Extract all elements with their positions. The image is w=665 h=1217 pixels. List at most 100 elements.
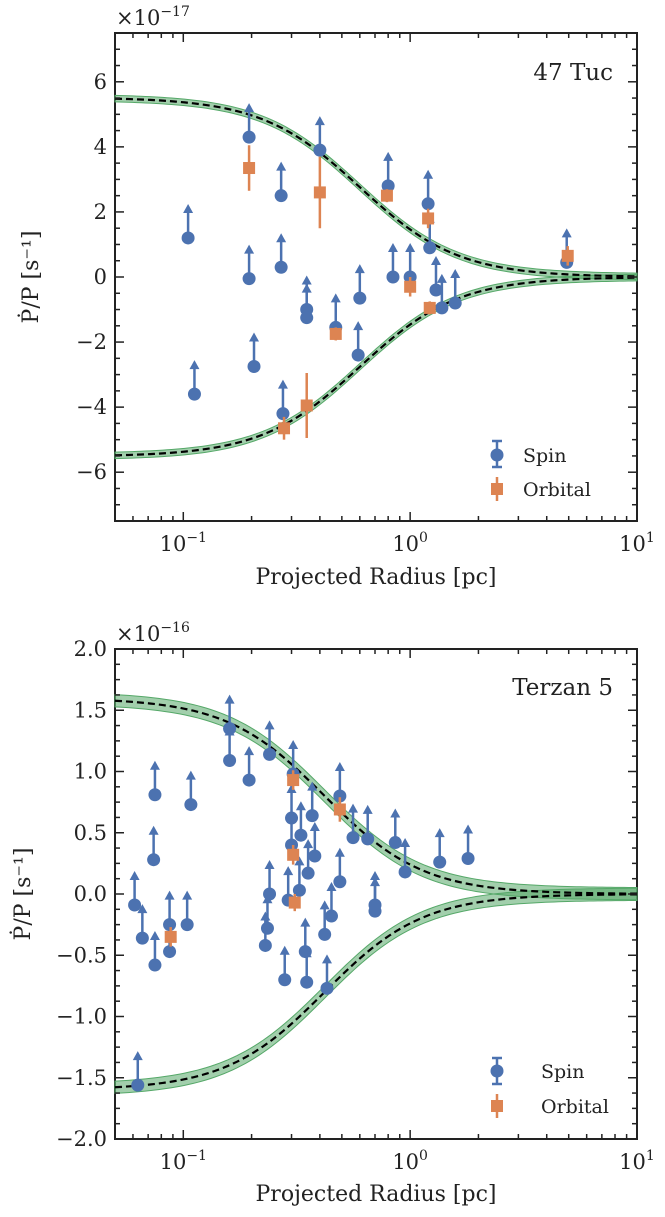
orbital-marker [333,803,346,816]
panel-terzan-5: 10−1 100 101 −2.0 −1.5 −1.0 −0.5 0.0 0.5 1.0 1.5 2… [9,620,655,1207]
spin-arrow-head [277,379,288,389]
spin-marker [448,296,462,310]
spin-marker [187,387,201,401]
model-curve-upper [114,699,638,895]
spin-arrow-head [244,103,255,113]
model-curve-upper [114,97,638,278]
spin-point [278,945,292,987]
y-tick-label: −2 [76,330,107,354]
spin-marker [421,197,435,211]
spin-marker [381,179,395,193]
spin-point [276,379,290,421]
spin-marker [242,773,256,787]
spin-point [353,264,367,305]
x-tick-label: 10−1 [160,1148,207,1174]
orbital-point [380,189,393,203]
orbital-marker [287,848,300,861]
spin-point [448,269,462,310]
data-points [181,103,574,440]
spin-point [128,871,142,912]
spin-arrow-head [423,169,434,179]
y-tick-label: −2.0 [56,1127,107,1151]
spin-arrow-head [260,911,271,921]
spin-arrow-head [314,116,325,126]
model-band-upper [114,694,638,901]
y-tick-label: 4 [94,135,107,159]
spin-marker [242,272,256,286]
spin-point [435,273,449,315]
spin-arrow-head [400,837,411,847]
x-axis-label: Projected Radius [pc] [256,565,497,590]
spin-arrow-head [286,811,297,820]
x-axis-label: Projected Radius [pc] [256,1182,497,1207]
spin-point [187,360,201,401]
x-tick-label: 101 [619,530,655,556]
spin-marker [318,927,332,941]
spin-arrow-head [354,264,365,274]
spin-marker [351,348,365,362]
spin-arrow-head [463,824,474,834]
spin-arrow-head [244,746,255,756]
spin-point [313,116,327,157]
spin-arrow-head [288,739,299,749]
spin-marker [180,918,194,932]
spin-arrow-head [301,948,312,958]
spin-marker [435,301,449,315]
spin-point [333,762,347,803]
spin-marker [292,883,306,897]
spin-arrow-head [185,770,196,780]
spin-arrow-head [279,945,290,955]
spin-point [223,726,237,767]
orbital-marker [422,212,435,225]
panel-title: Terzan 5 [512,675,613,701]
spin-arrow-head [183,203,194,213]
spin-point [318,900,332,941]
model-curve-group [114,699,638,1089]
spin-marker [242,130,256,144]
spin-point [386,243,400,284]
spin-marker [423,241,437,255]
orbital-point [278,416,291,440]
spin-point [292,856,306,897]
spin-marker [333,789,347,803]
spin-arrow-head [450,269,461,279]
spin-marker [148,788,162,802]
x-tick-label: 10−1 [160,530,207,556]
spin-marker [274,189,288,203]
spin-arrow-head [334,762,345,771]
spin-point [368,877,382,918]
legend-orbital-label: Orbital [523,479,591,501]
spin-marker [346,831,360,845]
spin-point [300,283,314,325]
spin-arrow-head [370,877,381,887]
spin-arrow-head [348,803,359,813]
spin-point [274,161,288,203]
legend-orbital-marker [491,1100,503,1112]
y-tick-label: −0.5 [56,943,107,967]
spin-arrow-head [129,871,140,881]
legend-spin-label: Spin [523,445,567,467]
spin-point [300,948,314,989]
legend-spin-label: Spin [541,1061,585,1083]
spin-marker [247,359,261,373]
spin-point [148,931,162,972]
legend-orbital-marker [491,483,503,495]
spin-point [421,169,435,211]
spin-arrow-head [301,283,312,293]
panel-title: 47 Tuc [533,60,613,86]
x-tick-label: 100 [392,530,428,556]
spin-point [135,904,149,945]
orbital-point [287,845,300,865]
y-tick-label: 1.5 [74,698,107,722]
model-band-lower [114,887,638,1094]
spin-arrow-head [303,839,314,849]
orbital-marker [404,280,417,293]
spin-point [285,811,299,852]
spin-arrow-head [283,866,294,876]
spin-marker [429,283,443,297]
spin-arrow-head [224,726,235,736]
orbital-point [164,927,177,947]
spin-arrow-head [390,808,401,818]
spin-marker [285,838,299,852]
